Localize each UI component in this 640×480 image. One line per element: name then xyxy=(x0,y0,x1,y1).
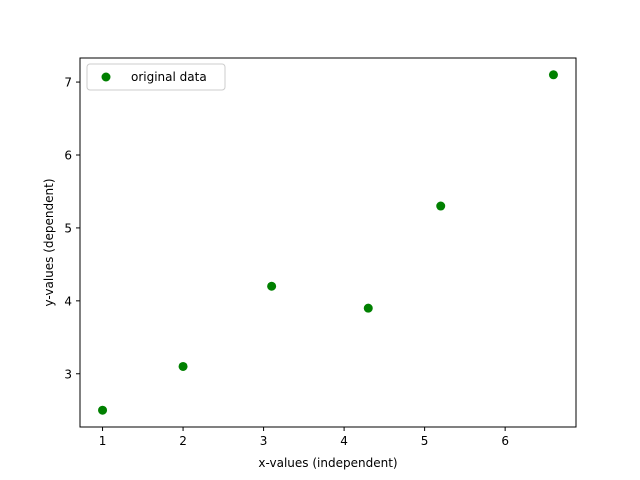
y-tick-label: 5 xyxy=(64,221,72,235)
x-axis-label: x-values (independent) xyxy=(258,456,397,470)
legend: original data xyxy=(86,63,226,91)
x-tick-label: 4 xyxy=(340,434,348,448)
y-axis-label: y-values (dependent) xyxy=(42,178,56,306)
x-tick-label: 1 xyxy=(99,434,107,448)
data-point xyxy=(178,361,188,371)
y-tick-label: 4 xyxy=(64,294,72,308)
data-point xyxy=(98,405,108,415)
x-axis-ticks: 1 2 3 4 5 6 xyxy=(99,427,509,448)
data-point xyxy=(436,201,446,211)
y-axis-ticks: 3 4 5 6 7 xyxy=(64,76,80,381)
legend-label: original data xyxy=(131,70,207,84)
y-tick-label: 3 xyxy=(64,367,72,381)
x-tick-label: 2 xyxy=(179,434,187,448)
y-tick-label: 6 xyxy=(64,148,72,162)
legend-box xyxy=(86,63,226,91)
x-tick-label: 5 xyxy=(421,434,429,448)
data-point xyxy=(267,281,277,291)
plot-area-frame xyxy=(79,57,577,428)
scatter-points xyxy=(98,70,558,415)
data-point xyxy=(548,70,558,80)
y-tick-label: 7 xyxy=(64,76,72,90)
data-point xyxy=(363,303,373,313)
legend-marker xyxy=(101,72,111,82)
x-tick-label: 3 xyxy=(260,434,268,448)
x-tick-label: 6 xyxy=(501,434,509,448)
